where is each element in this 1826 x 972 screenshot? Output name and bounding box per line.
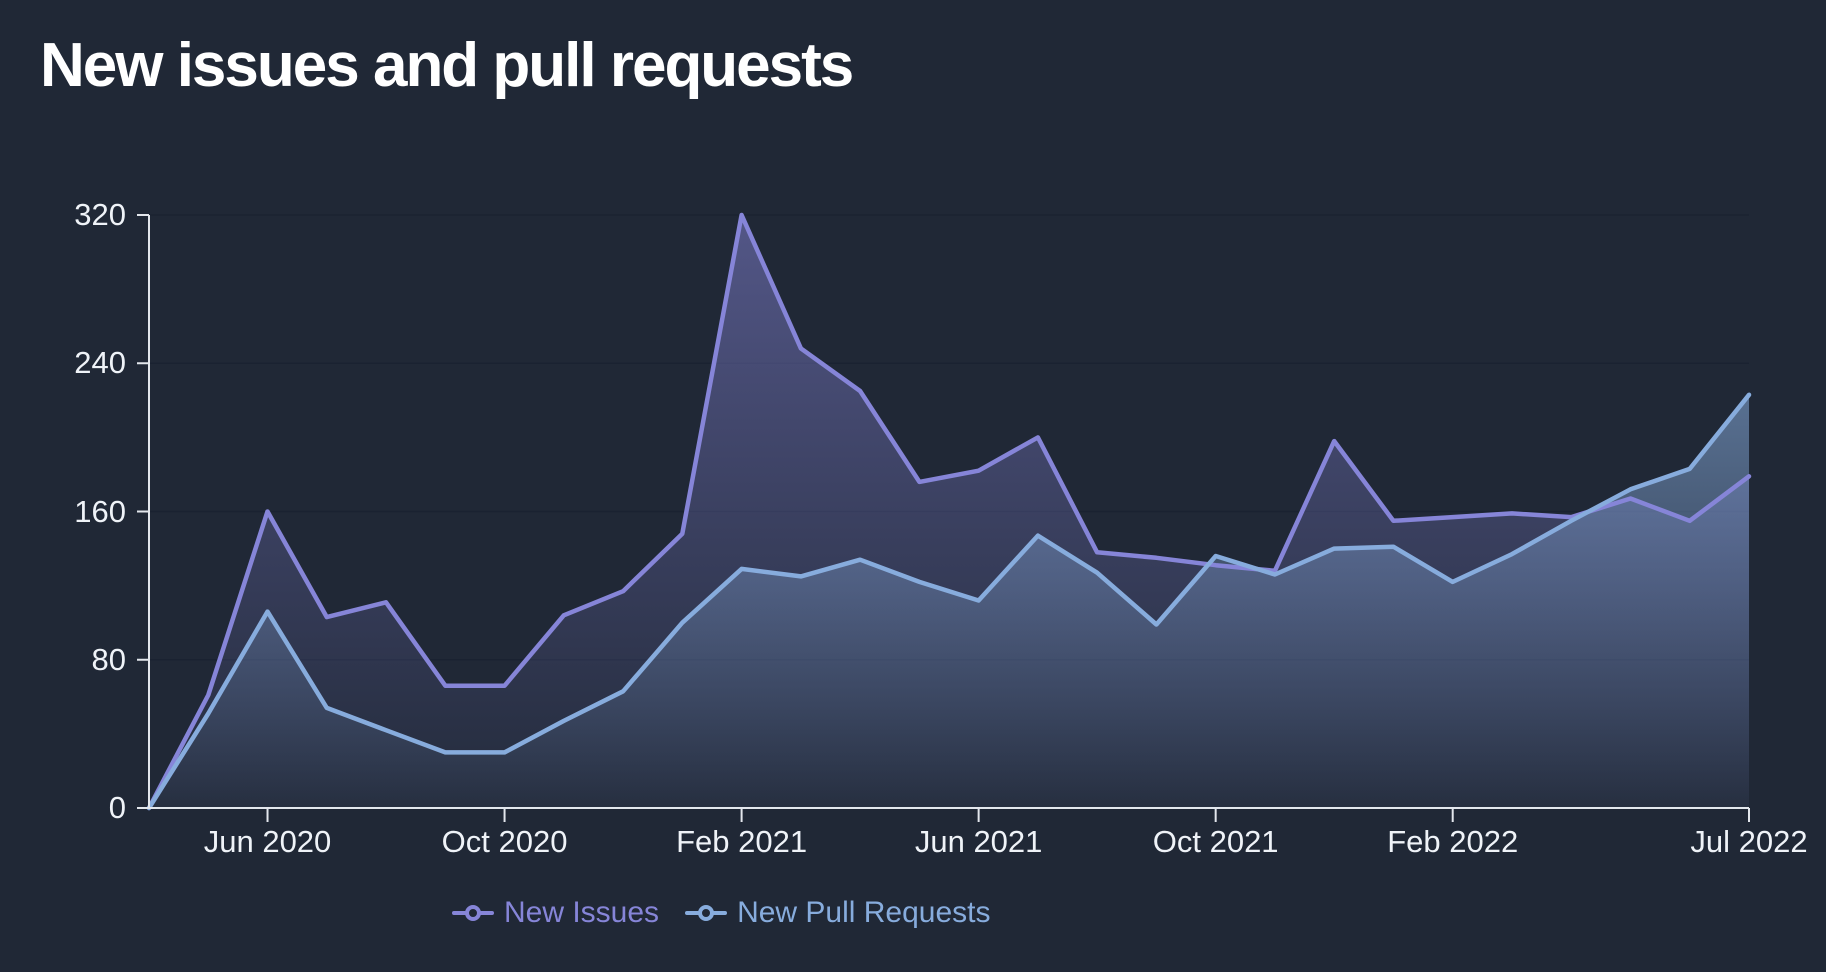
series-line-new-issues bbox=[146, 212, 1752, 811]
y-axis-tick-label: 80 bbox=[91, 641, 126, 677]
x-axis-tick-label: Jun 2020 bbox=[203, 824, 332, 859]
legend-line-marker-icon bbox=[685, 905, 728, 921]
x-axis-tick-label: Feb 2022 bbox=[1387, 824, 1519, 859]
legend-item-label: New Issues bbox=[504, 896, 660, 929]
series-area-new-pull-requests bbox=[149, 394, 1749, 808]
series-line-new-pull-requests bbox=[146, 392, 1752, 811]
y-axis-tick-label: 0 bbox=[108, 790, 126, 825]
legend: New Issues New Pull Requests bbox=[452, 893, 991, 933]
x-axis-tick-label: Jun 2021 bbox=[914, 824, 1043, 859]
chart-title: New issues and pull requests bbox=[40, 31, 854, 100]
y-axis-tick-label: 320 bbox=[74, 197, 126, 232]
legend-item-label: New Pull Requests bbox=[737, 896, 991, 929]
x-axis-tick-label: Oct 2021 bbox=[1152, 824, 1279, 859]
x-axis-tick-label: Feb 2021 bbox=[676, 824, 808, 859]
y-axis-tick-label: 240 bbox=[74, 345, 126, 381]
y-axis-tick-label: 160 bbox=[74, 493, 126, 529]
x-axis-tick-label: Oct 2020 bbox=[441, 824, 568, 859]
legend-item-new-pull-requests[interactable]: New Pull Requests bbox=[685, 895, 991, 931]
legend-line-marker-icon bbox=[452, 905, 494, 921]
legend-item-new-issues[interactable]: New Issues bbox=[452, 895, 659, 931]
x-axis-tick-label: Jul 2022 bbox=[1690, 824, 1808, 859]
